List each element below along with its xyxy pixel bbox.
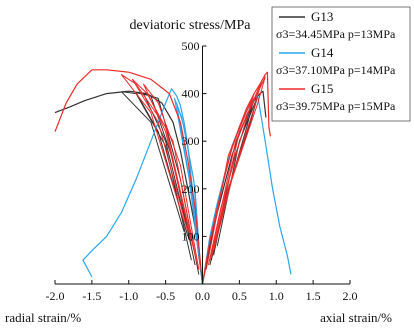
- x-tick-label: 0.0: [195, 289, 210, 303]
- legend-note-G15: σ3=39.75MPa p=15MPa: [276, 99, 396, 113]
- series-G13-radial-line: [54, 90, 204, 285]
- x-tick-label: 1.5: [306, 289, 321, 303]
- y-tick-label: 200: [182, 182, 200, 196]
- legend-box: [271, 6, 411, 122]
- legend-note-G13: σ3=34.45MPa p=13MPa: [276, 27, 396, 41]
- series-G15-radial-loop: [120, 74, 196, 256]
- series-G15-axial-line: [201, 71, 271, 285]
- series-G13-axial-loop: [210, 95, 259, 261]
- legend-note-G14: σ3=37.10MPa p=14MPa: [276, 63, 396, 77]
- legend-label-G15: G15: [311, 81, 333, 96]
- x-tick-label: -1.5: [82, 289, 101, 303]
- axes-layer: -2.0 -1.5 -1.0 -0.5 0.0 0.5 1.0 1.5 2.0 100 200 30…: [46, 39, 358, 303]
- series-layer: [54, 69, 292, 285]
- x-ticks: -2.0 -1.5 -1.0 -0.5 0.0 0.5 1.0 1.5 2.0: [46, 280, 358, 303]
- y-tick-label: 100: [182, 229, 200, 243]
- y-ticks: 100 200 300 400 500: [182, 39, 207, 285]
- series-G14-radial-loop: [174, 97, 201, 270]
- x-tick-label: -0.5: [156, 289, 175, 303]
- x-axis-label-radial: radial strain/%: [5, 310, 81, 325]
- legend-label-G14: G14: [311, 45, 334, 60]
- series-G15-axial-loop: [210, 76, 266, 258]
- y-axis-label: deviatoric stress/MPa: [130, 18, 252, 33]
- series-G15-axial-loop: [209, 81, 262, 261]
- series-G15-radial-line: [54, 69, 204, 285]
- y-tick-label: 300: [182, 134, 200, 148]
- series-G15: [54, 69, 271, 285]
- legend-label-G13: G13: [311, 9, 333, 24]
- series-G15-radial-loop: [131, 78, 198, 263]
- x-tick-label: -1.0: [119, 289, 138, 303]
- y-tick-label: 500: [182, 39, 200, 53]
- x-tick-label: 1.0: [269, 289, 284, 303]
- series-G15-radial-loop: [143, 83, 200, 270]
- legend: G13 σ3=34.45MPa p=13MPa G14 σ3=37.10MPa p=1…: [271, 6, 411, 122]
- x-tick-label: 0.5: [232, 289, 247, 303]
- y-tick-label: 400: [182, 87, 200, 101]
- x-tick-label: -2.0: [46, 289, 65, 303]
- x-axis-label-axial: axial strain/%: [320, 310, 392, 325]
- x-tick-label: 2.0: [343, 289, 358, 303]
